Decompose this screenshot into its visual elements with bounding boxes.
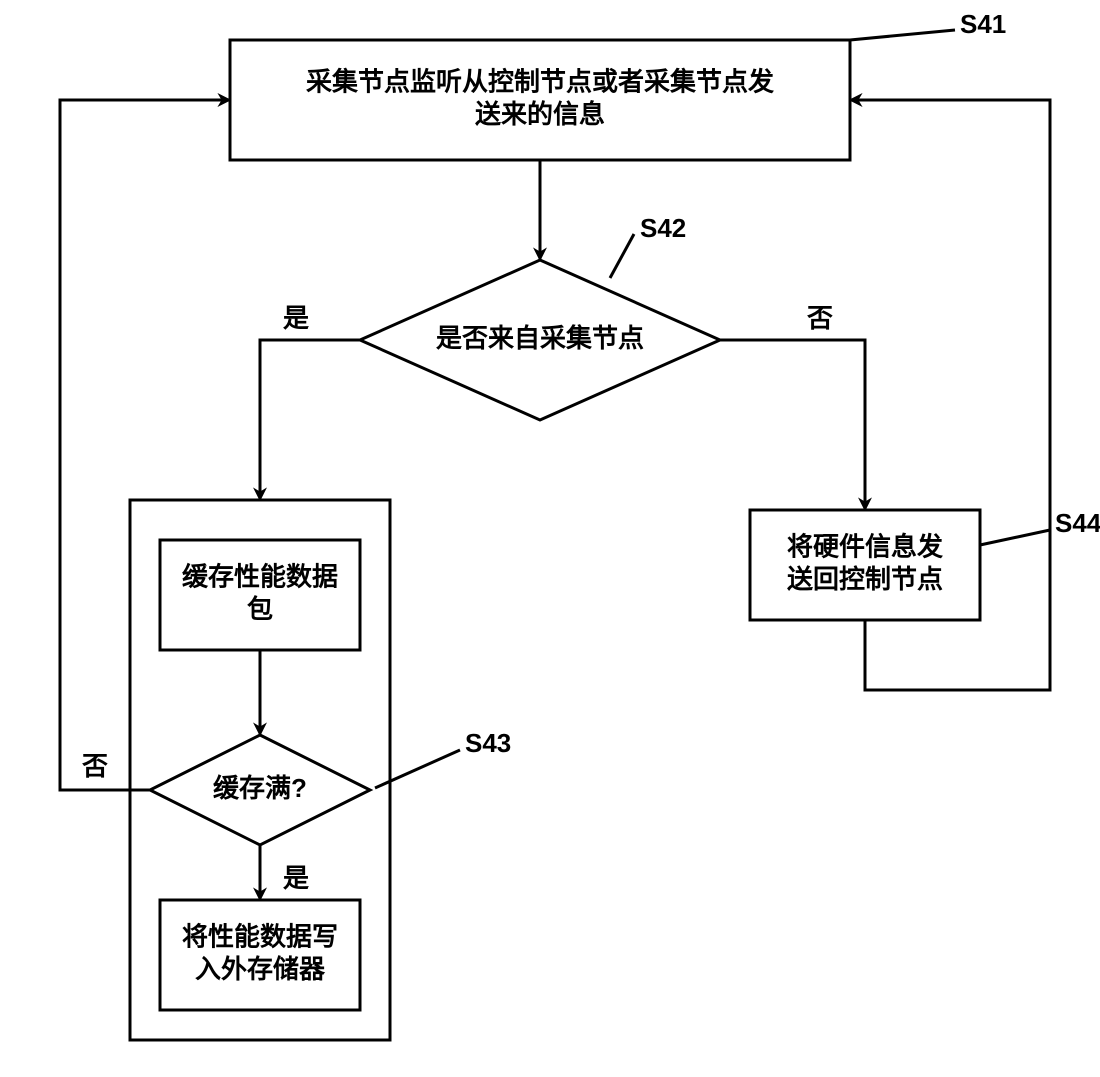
svg-text:是: 是	[283, 863, 309, 893]
svg-text:S42: S42	[640, 213, 686, 243]
svg-text:是否来自采集节点: 是否来自采集节点	[436, 323, 644, 353]
svg-text:S41: S41	[960, 9, 1006, 39]
svg-text:S44: S44	[1055, 508, 1100, 538]
svg-text:缓存满?: 缓存满?	[213, 773, 307, 803]
svg-text:缓存性能数据: 缓存性能数据	[182, 562, 338, 592]
svg-text:S43: S43	[465, 728, 511, 758]
svg-text:将硬件信息发: 将硬件信息发	[787, 532, 943, 562]
svg-text:否: 否	[82, 751, 108, 781]
svg-text:送回控制节点: 送回控制节点	[787, 564, 943, 594]
svg-text:采集节点监听从控制节点或者采集节点发: 采集节点监听从控制节点或者采集节点发	[306, 67, 774, 97]
svg-text:是: 是	[283, 303, 309, 333]
svg-text:包: 包	[247, 594, 273, 624]
svg-text:将性能数据写: 将性能数据写	[182, 922, 338, 952]
svg-text:入外存储器: 入外存储器	[195, 954, 326, 984]
svg-text:送来的信息: 送来的信息	[475, 99, 605, 129]
svg-text:否: 否	[807, 303, 833, 333]
